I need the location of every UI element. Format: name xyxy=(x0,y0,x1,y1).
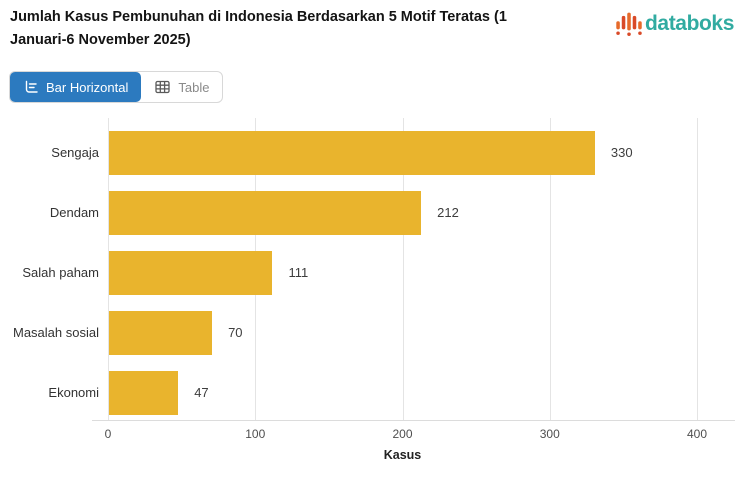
table-icon xyxy=(155,80,171,94)
x-axis-line xyxy=(92,420,735,421)
value-label-salah-paham: 111 xyxy=(288,265,309,280)
gridline-0 xyxy=(108,118,109,420)
bar-dendam[interactable] xyxy=(109,191,422,235)
bar-ekonomi[interactable] xyxy=(109,371,179,415)
category-label-ekonomi: Ekonomi xyxy=(48,385,99,400)
table-label: Table xyxy=(178,79,210,95)
x-tick-300: 300 xyxy=(539,427,560,441)
value-label-masalah-sosial: 70 xyxy=(228,325,243,340)
brand-name: databoks xyxy=(645,12,734,35)
category-label-sengaja: Sengaja xyxy=(51,145,99,160)
bar-horizontal-label: Bar Horizontal xyxy=(46,79,129,95)
x-axis-label: Kasus xyxy=(383,448,422,462)
category-label-dendam: Dendam xyxy=(49,205,99,220)
gridline-300 xyxy=(549,118,551,420)
x-tick-100: 100 xyxy=(245,427,266,441)
plot-area: 330 212 111 70 47 xyxy=(108,118,698,420)
databoks-logo[interactable]: databoks xyxy=(615,9,734,39)
chart-title: Jumlah Kasus Pembunuhan di Indonesia Ber… xyxy=(10,9,507,48)
bar-masalah-sosial[interactable] xyxy=(109,311,213,355)
gridline-400 xyxy=(697,118,698,420)
bar-horizontal-icon xyxy=(25,80,38,93)
gridline-200 xyxy=(402,118,404,420)
bar-sengaja[interactable] xyxy=(109,131,595,175)
x-tick-200: 200 xyxy=(392,427,413,441)
value-label-ekonomi: 47 xyxy=(194,385,209,400)
table-button[interactable]: Table xyxy=(141,72,222,102)
value-label-sengaja: 330 xyxy=(610,145,633,160)
bar-salah-paham[interactable] xyxy=(109,251,273,295)
view-toggle: Bar Horizontal Table xyxy=(9,71,224,103)
databoks-bars-icon xyxy=(616,12,642,36)
x-tick-400: 400 xyxy=(686,427,708,441)
category-label-salah-paham: Salah paham xyxy=(22,265,99,280)
bar-horizontal-button[interactable]: Bar Horizontal xyxy=(10,72,142,102)
value-label-dendam: 212 xyxy=(437,205,459,220)
category-label-masalah-sosial: Masalah sosial xyxy=(13,325,99,340)
x-tick-0: 0 xyxy=(104,427,112,441)
